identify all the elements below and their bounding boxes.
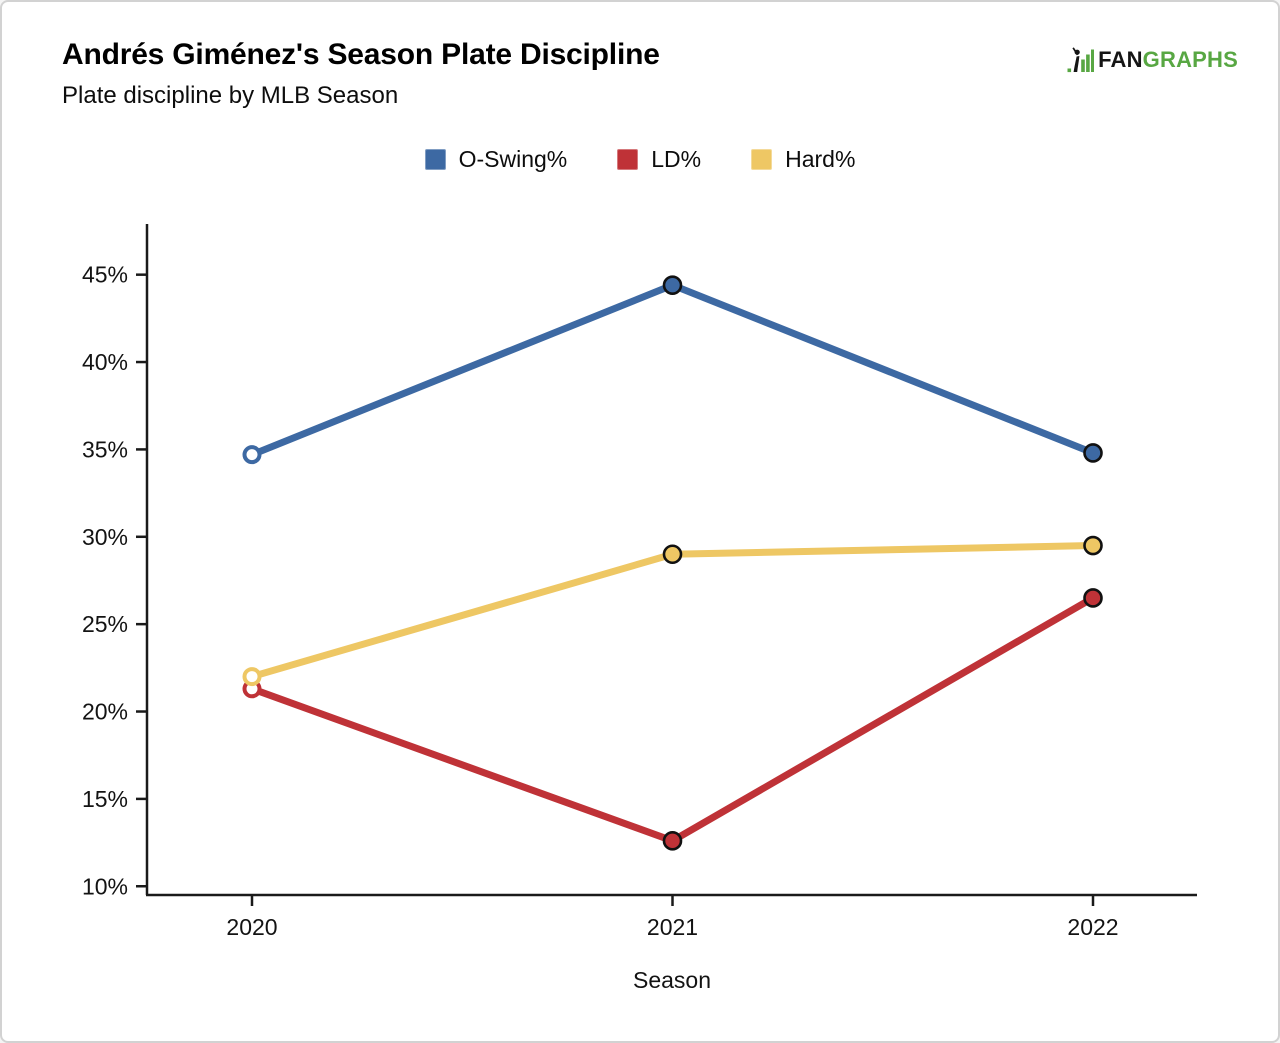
logo-fan: FAN: [1098, 46, 1143, 72]
y-tick-label: 40%: [82, 349, 128, 375]
y-tick-label: 35%: [82, 436, 128, 462]
y-tick-label: 15%: [82, 786, 128, 812]
legend-label: Hard%: [785, 146, 856, 172]
data-point-ld--2021[interactable]: [662, 831, 683, 851]
legend-label: O-Swing%: [458, 146, 568, 172]
y-tick-label: 30%: [82, 524, 128, 550]
x-tick-label: 2021: [647, 914, 698, 940]
legend-label: LD%: [651, 146, 702, 172]
legend: O-Swing% LD% Hard%: [2, 146, 1278, 173]
data-point-hard--2022[interactable]: [1083, 535, 1103, 556]
legend-item-hard-[interactable]: Hard%: [751, 146, 855, 173]
legend-item-ld-[interactable]: LD%: [617, 146, 701, 173]
legend-swatch: [424, 149, 446, 170]
data-point-o-swing--2020[interactable]: [242, 445, 262, 465]
legend-swatch: [617, 149, 639, 170]
data-point-o-swing--2022[interactable]: [1083, 443, 1103, 463]
y-tick-label: 45%: [82, 262, 128, 288]
data-point-o-swing--2021[interactable]: [662, 275, 683, 295]
page-subtitle: Plate discipline by MLB Season: [62, 82, 399, 109]
data-point-hard--2020[interactable]: [242, 667, 262, 687]
y-tick-label: 10%: [82, 873, 128, 899]
page-title: Andrés Giménez's Season Plate Discipline: [62, 38, 660, 71]
y-tick-label: 20%: [82, 699, 128, 725]
data-point-ld--2022[interactable]: [1083, 588, 1103, 608]
x-axis-title: Season: [633, 967, 711, 993]
series-line-o-swing-: [248, 281, 1097, 459]
x-tick-label: 2022: [1067, 914, 1118, 940]
logo-graphs: GRAPHS: [1142, 46, 1238, 72]
y-tick-label: 25%: [82, 611, 128, 637]
series-line-ld-: [248, 594, 1097, 845]
fangraphs-logo-icon: [1067, 47, 1095, 73]
x-tick-label: 2020: [226, 914, 277, 940]
fangraphs-logo: FAN GRAPHS: [1067, 46, 1238, 73]
data-point-hard--2021[interactable]: [662, 544, 683, 565]
legend-swatch: [751, 149, 773, 170]
series-line-hard-: [248, 542, 1097, 681]
legend-item-o-swing-[interactable]: O-Swing%: [424, 146, 568, 173]
